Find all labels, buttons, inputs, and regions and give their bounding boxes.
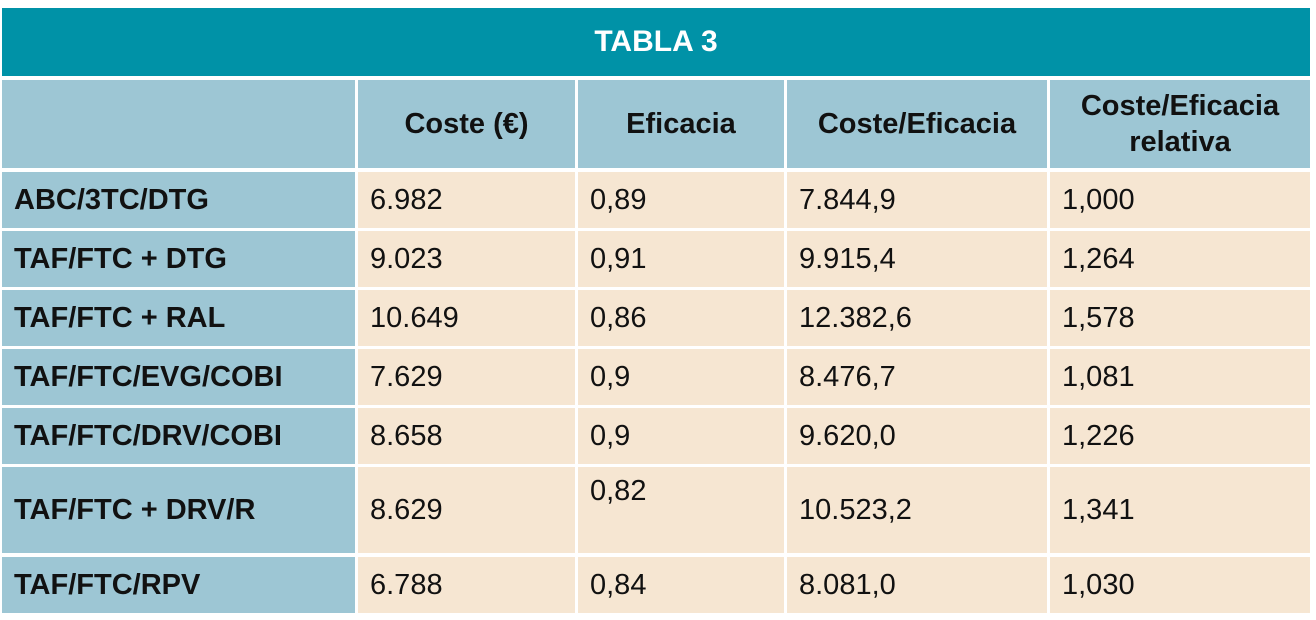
data-cell: 0,9 — [578, 408, 784, 464]
data-cell: 9.915,4 — [787, 231, 1047, 287]
data-cell: 9.620,0 — [787, 408, 1047, 464]
data-cell: 1,341 — [1050, 467, 1310, 553]
data-cell: 1,030 — [1050, 557, 1310, 613]
data-cell: 0,9 — [578, 349, 784, 405]
data-cell: 1,264 — [1050, 231, 1310, 287]
header-cell: Eficacia — [578, 80, 784, 168]
data-cell: 7.629 — [358, 349, 575, 405]
data-cell: 8.476,7 — [787, 349, 1047, 405]
header-cell: Coste (€) — [358, 80, 575, 168]
data-cell: 1,000 — [1050, 172, 1310, 228]
data-cell: 7.844,9 — [787, 172, 1047, 228]
row-label: TAF/FTC + DRV/R — [2, 467, 355, 553]
data-cell: 9.023 — [358, 231, 575, 287]
data-cell: 1,578 — [1050, 290, 1310, 346]
row-label: TAF/FTC/EVG/COBI — [2, 349, 355, 405]
data-cell: 0,89 — [578, 172, 784, 228]
row-label: TAF/FTC/DRV/COBI — [2, 408, 355, 464]
data-cell: 6.982 — [358, 172, 575, 228]
data-cell: 8.629 — [358, 467, 575, 553]
row-label: ABC/3TC/DTG — [2, 172, 355, 228]
row-label: TAF/FTC/RPV — [2, 557, 355, 613]
header-cell: Coste/Eficacia relativa — [1050, 80, 1310, 168]
row-label: TAF/FTC + DTG — [2, 231, 355, 287]
data-cell: 10.649 — [358, 290, 575, 346]
data-cell: 0,84 — [578, 557, 784, 613]
data-cell: 8.081,0 — [787, 557, 1047, 613]
data-cell: 0,86 — [578, 290, 784, 346]
data-cell: 12.382,6 — [787, 290, 1047, 346]
data-cell: 1,226 — [1050, 408, 1310, 464]
data-cell: 0,82 — [578, 467, 784, 553]
row-label: TAF/FTC + RAL — [2, 290, 355, 346]
data-cell: 10.523,2 — [787, 467, 1047, 553]
data-cell: 1,081 — [1050, 349, 1310, 405]
data-cell: 8.658 — [358, 408, 575, 464]
data-cell: 0,91 — [578, 231, 784, 287]
header-cell: Coste/Eficacia — [787, 80, 1047, 168]
header-cell-empty — [2, 80, 355, 168]
data-cell: 6.788 — [358, 557, 575, 613]
table-title: TABLA 3 — [2, 8, 1310, 76]
